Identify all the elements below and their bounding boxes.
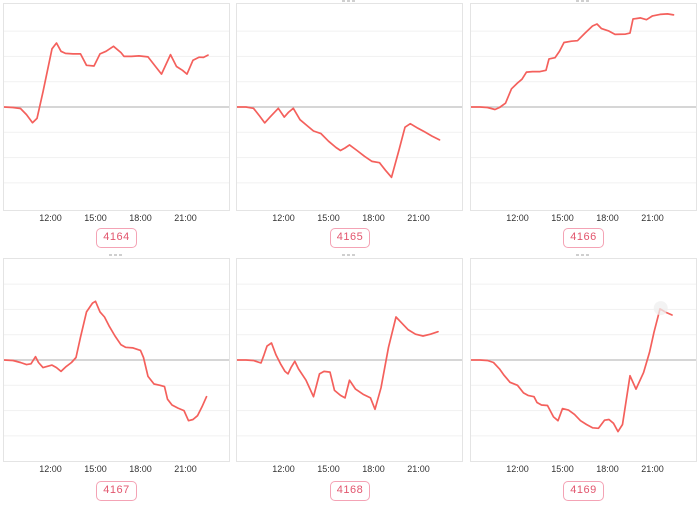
series-line <box>471 13 675 111</box>
badge-row: 4169 <box>467 480 700 501</box>
chart-id-badge[interactable]: 4167 <box>96 481 137 501</box>
chart-canvas <box>237 30 462 184</box>
badge-row: 4164 <box>0 227 233 248</box>
chart-canvas <box>4 283 229 437</box>
chart-cell: 12:00 15:00 18:00 21:00 4169 <box>467 253 700 507</box>
price-chart-4167[interactable] <box>3 258 230 462</box>
clipped-title-fragment <box>342 0 356 2</box>
x-axis-tick-label: 21:00 <box>174 213 197 223</box>
chart-id-badge[interactable]: 4165 <box>329 228 371 248</box>
x-axis-tick-label: 15:00 <box>551 213 574 223</box>
badge-row: 4168 <box>233 480 467 501</box>
x-axis-tick-label: 12:00 <box>506 464 529 474</box>
chart-canvas <box>471 283 696 437</box>
chart-canvas <box>237 283 462 437</box>
x-axis-tick-label: 12:00 <box>272 464 295 474</box>
chart-cell: 12:00 15:00 18:00 21:00 4166 <box>467 0 700 253</box>
chart-id-badge[interactable]: 4169 <box>563 481 604 501</box>
clipped-title-fragment <box>342 254 356 256</box>
x-axis-tick-label: 15:00 <box>317 464 340 474</box>
series-line <box>4 42 209 124</box>
x-axis-tick-label: 18:00 <box>596 213 619 223</box>
badge-row: 4167 <box>0 480 233 501</box>
price-chart-4164[interactable] <box>3 3 230 211</box>
x-axis-tick-label: 21:00 <box>407 464 430 474</box>
x-axis-tick-label: 12:00 <box>39 213 62 223</box>
chart-id-badge[interactable]: 4168 <box>329 481 371 501</box>
x-axis-tick-label: 21:00 <box>174 464 197 474</box>
series-line <box>471 308 673 433</box>
chart-id-badge[interactable]: 4166 <box>563 228 604 248</box>
x-axis-tick-label: 18:00 <box>129 464 152 474</box>
chart-canvas <box>471 13 696 184</box>
series-line <box>4 300 208 422</box>
x-axis-tick-label: 18:00 <box>129 213 152 223</box>
price-chart-4166[interactable] <box>470 3 697 211</box>
clipped-title-fragment <box>109 254 123 256</box>
x-axis-tick-label: 12:00 <box>506 213 529 223</box>
chart-cell: 12:00 15:00 18:00 21:00 4167 <box>0 253 233 507</box>
clipped-title-fragment <box>576 254 590 256</box>
chart-cell: 12:00 15:00 18:00 21:00 4165 <box>233 0 467 253</box>
chart-cell: 12:00 15:00 18:00 21:00 4164 <box>0 0 233 253</box>
chart-canvas <box>4 30 229 184</box>
badge-row: 4165 <box>233 227 467 248</box>
x-axis-tick-label: 15:00 <box>84 213 107 223</box>
clipped-title-fragment <box>576 0 590 2</box>
x-axis-tick-label: 15:00 <box>84 464 107 474</box>
price-chart-4168[interactable] <box>236 258 463 462</box>
x-axis-tick-label: 21:00 <box>641 213 664 223</box>
x-axis-tick-label: 21:00 <box>641 464 664 474</box>
point-halo-marker <box>653 301 668 316</box>
price-chart-4165[interactable] <box>236 3 463 211</box>
x-axis-tick-label: 15:00 <box>317 213 340 223</box>
badge-row: 4166 <box>467 227 700 248</box>
chart-cell: 12:00 15:00 18:00 21:00 4168 <box>233 253 467 507</box>
series-line <box>237 106 441 179</box>
x-axis-tick-label: 18:00 <box>362 213 385 223</box>
x-axis-tick-label: 12:00 <box>39 464 62 474</box>
price-chart-4169[interactable] <box>470 258 697 462</box>
chart-id-badge[interactable]: 4164 <box>96 228 137 248</box>
x-axis-tick-label: 12:00 <box>272 213 295 223</box>
x-axis-tick-label: 18:00 <box>362 464 385 474</box>
x-axis-tick-label: 18:00 <box>596 464 619 474</box>
x-axis-tick-label: 15:00 <box>551 464 574 474</box>
series-line <box>237 316 439 411</box>
x-axis-tick-label: 21:00 <box>407 213 430 223</box>
